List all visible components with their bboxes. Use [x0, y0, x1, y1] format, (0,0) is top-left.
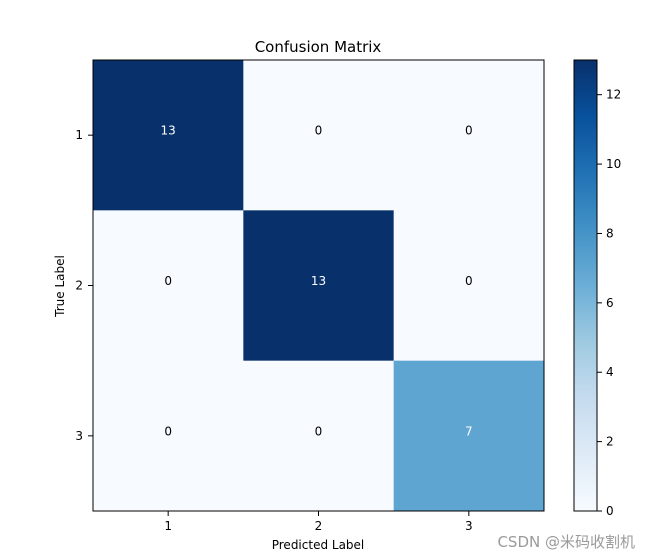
heatmap-cell-value: 0: [164, 424, 172, 438]
x-axis: 1 2 3: [164, 511, 473, 533]
heatmap-cell: [93, 60, 244, 211]
heatmap-cell-value: 0: [164, 274, 172, 288]
heatmap-cell: [243, 360, 395, 512]
colorbar-ticks: 0 2 4 6 8 10 12: [597, 88, 621, 518]
y-tick-label: 1: [75, 128, 83, 142]
colorbar-tick-label: 10: [606, 157, 621, 171]
chart-title: Confusion Matrix: [255, 38, 382, 56]
heatmap-cell: [393, 210, 545, 362]
x-tick-label: 1: [164, 519, 172, 533]
colorbar-tick-label: 12: [606, 88, 621, 102]
colorbar: 0 2 4 6 8 10 12: [573, 59, 621, 518]
heatmap-cell-value: 7: [465, 424, 473, 438]
heatmap-cell: [243, 60, 395, 211]
heatmap-cell-value: 0: [315, 424, 323, 438]
heatmap-cell-value: 0: [465, 124, 473, 138]
watermark-text: CSDN @米码收割机: [497, 533, 635, 551]
heatmap-cell-labels: 13 0 0 0 13 0 0 0 7: [161, 124, 473, 439]
y-axis-label: True Label: [53, 255, 67, 318]
heatmap-cell-value: 13: [311, 274, 326, 288]
heatmap-cells: [93, 60, 545, 512]
heatmap-cell: [393, 360, 545, 512]
y-tick-label: 3: [75, 429, 83, 443]
colorbar-tick-label: 2: [606, 435, 614, 449]
heatmap-cell-value: 13: [161, 124, 176, 138]
colorbar-tick-label: 8: [606, 226, 614, 240]
colorbar-tick-label: 6: [606, 296, 614, 310]
colorbar-tick-label: 4: [606, 365, 614, 379]
x-axis-label: Predicted Label: [272, 538, 365, 552]
heatmap-cell: [393, 60, 545, 211]
heatmap-cell: [93, 210, 244, 362]
heatmap-cell-value: 0: [315, 124, 323, 138]
y-tick-label: 2: [75, 279, 83, 293]
heatmap-cell: [93, 360, 244, 512]
colorbar-gradient: [573, 59, 598, 512]
colorbar-tick-label: 0: [606, 504, 614, 518]
heatmap-cell-value: 0: [465, 274, 473, 288]
y-axis: 1 2 3: [75, 128, 93, 443]
x-tick-label: 3: [465, 519, 473, 533]
x-tick-label: 2: [315, 519, 323, 533]
heatmap-cell: [243, 210, 395, 362]
